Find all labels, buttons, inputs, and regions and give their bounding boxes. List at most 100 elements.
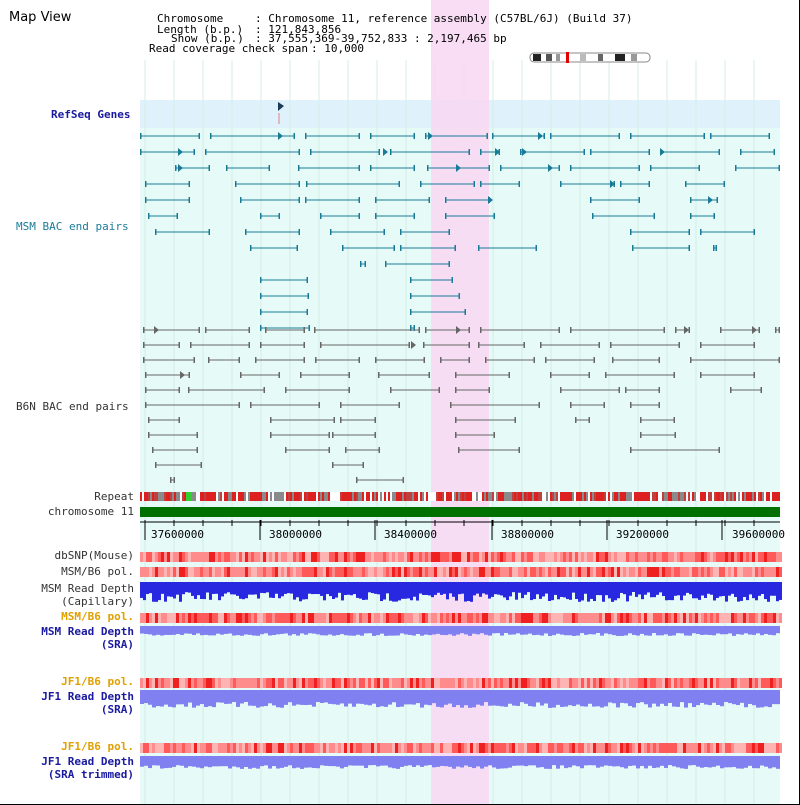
bac-end-marker: [170, 477, 172, 483]
read-depth-bar: [300, 756, 304, 769]
read-depth-bar: [635, 582, 638, 597]
polymorphism-cell: [182, 567, 185, 577]
bac-end-marker: [535, 245, 537, 251]
read-depth-bar: [220, 756, 224, 767]
read-depth-bar: [305, 582, 308, 600]
read-depth-bar: [492, 626, 496, 634]
track-label-msm-b6-pol-2[interactable]: MSM/B6 pol.: [61, 610, 134, 623]
track-label-b6n-bac[interactable]: B6N BAC end pairs: [16, 400, 129, 413]
polymorphism-cell: [431, 678, 434, 688]
read-depth-bar: [296, 690, 300, 705]
repeat-block: [264, 492, 266, 501]
polymorphism-cell: [404, 613, 407, 623]
read-depth-bar: [172, 626, 176, 635]
polymorphism-cell: [284, 567, 287, 577]
track-label-msm-depth-sra[interactable]: MSM Read Depth: [41, 625, 134, 638]
polymorphism-cell: [623, 567, 626, 577]
repeat-block: [712, 492, 714, 501]
polymorphism-cell: [707, 567, 710, 577]
bac-end-marker: [155, 229, 157, 235]
polymorphism-cell: [395, 552, 398, 562]
read-depth-bar: [392, 626, 396, 636]
polymorphism-cell: [761, 613, 764, 623]
polymorphism-cell: [293, 567, 296, 577]
polymorphism-cell: [287, 567, 290, 577]
polymorphism-cell: [290, 613, 293, 623]
track-label-dbsnp[interactable]: dbSNP(Mouse): [54, 549, 134, 562]
bac-end-marker: [538, 402, 540, 408]
polymorphism-cell: [482, 552, 485, 562]
bac-end-marker: [427, 165, 429, 171]
bac-end-marker: [410, 309, 412, 315]
read-depth-bar: [456, 756, 460, 767]
polymorphism-cell: [230, 567, 233, 577]
polymorphism-cell: [683, 613, 686, 623]
repeat-block: [604, 492, 606, 501]
polymorphism-cell: [194, 567, 197, 577]
track-label-jf1-depth-sra[interactable]: JF1 Read Depth: [41, 690, 134, 703]
polymorphism-cell: [389, 743, 392, 753]
polymorphism-cell: [443, 567, 446, 577]
read-depth-bar: [476, 756, 480, 767]
track-label-jf1-depth-trimmed[interactable]: JF1 Read Depth: [41, 755, 134, 768]
read-depth-bar: [200, 690, 204, 705]
polymorphism-cell: [227, 552, 230, 562]
repeat-block: [664, 492, 666, 501]
polymorphism-cell: [719, 552, 722, 562]
track-label-msm-bac[interactable]: MSM BAC end pairs: [16, 220, 129, 233]
read-depth-bar: [155, 582, 158, 602]
polymorphism-cell: [158, 743, 161, 753]
polymorphism-cell: [203, 567, 206, 577]
polymorphism-cell: [296, 567, 299, 577]
polymorphism-cell: [356, 743, 359, 753]
bac-end-marker: [570, 402, 572, 408]
polymorphism-cell: [512, 613, 515, 623]
polymorphism-cell: [239, 552, 242, 562]
polymorphism-cell: [476, 567, 479, 577]
read-depth-bar: [152, 626, 156, 636]
polymorphism-cell: [461, 678, 464, 688]
polymorphism-cell: [476, 552, 479, 562]
bac-end-marker: [480, 327, 482, 333]
polymorphism-cell: [530, 613, 533, 623]
track-label-refseq-genes[interactable]: RefSeq Genes: [51, 108, 131, 121]
track-label-msm-b6-pol-1[interactable]: MSM/B6 pol.: [61, 565, 134, 578]
read-depth-bar: [443, 582, 446, 594]
polymorphism-cell: [146, 743, 149, 753]
polymorphism-cell: [344, 678, 347, 688]
polymorphism-cell: [413, 552, 416, 562]
bac-end-marker: [176, 213, 178, 219]
bac-end-marker: [550, 133, 552, 139]
polymorphism-cell: [617, 678, 620, 688]
read-depth-bar: [551, 582, 554, 601]
polymorphism-cell: [359, 678, 362, 688]
track-label-chromosome[interactable]: chromosome 11: [47, 505, 134, 518]
bac-end-marker: [248, 342, 250, 348]
polymorphism-cell: [464, 552, 467, 562]
repeat-block: [288, 492, 290, 501]
read-depth-bar: [344, 690, 348, 707]
track-label-jf1-b6-pol-1[interactable]: JF1/B6 pol.: [61, 675, 134, 688]
repeat-block: [340, 492, 342, 501]
read-depth-bar: [568, 626, 572, 636]
bac-end-marker: [145, 197, 147, 203]
polymorphism-cell: [185, 743, 188, 753]
polymorphism-cell: [707, 552, 710, 562]
read-depth-bar: [557, 582, 560, 600]
polymorphism-cell: [215, 743, 218, 753]
polymorphism-cell: [179, 678, 182, 688]
polymorphism-cell: [686, 613, 689, 623]
polymorphism-cell: [338, 678, 341, 688]
track-label-jf1-b6-pol-2[interactable]: JF1/B6 pol.: [61, 740, 134, 753]
track-label-msm-depth-capillary[interactable]: MSM Read Depth: [41, 582, 134, 595]
chromosome-ideogram[interactable]: [529, 52, 651, 63]
polymorphism-cell: [401, 613, 404, 623]
read-depth-bar: [396, 756, 400, 769]
track-label-repeat[interactable]: Repeat: [94, 490, 134, 503]
bac-end-marker: [485, 357, 487, 363]
polymorphism-cell: [659, 613, 662, 623]
read-depth-bar: [712, 626, 716, 636]
polymorphism-cell: [422, 567, 425, 577]
bac-end-marker: [718, 149, 720, 155]
